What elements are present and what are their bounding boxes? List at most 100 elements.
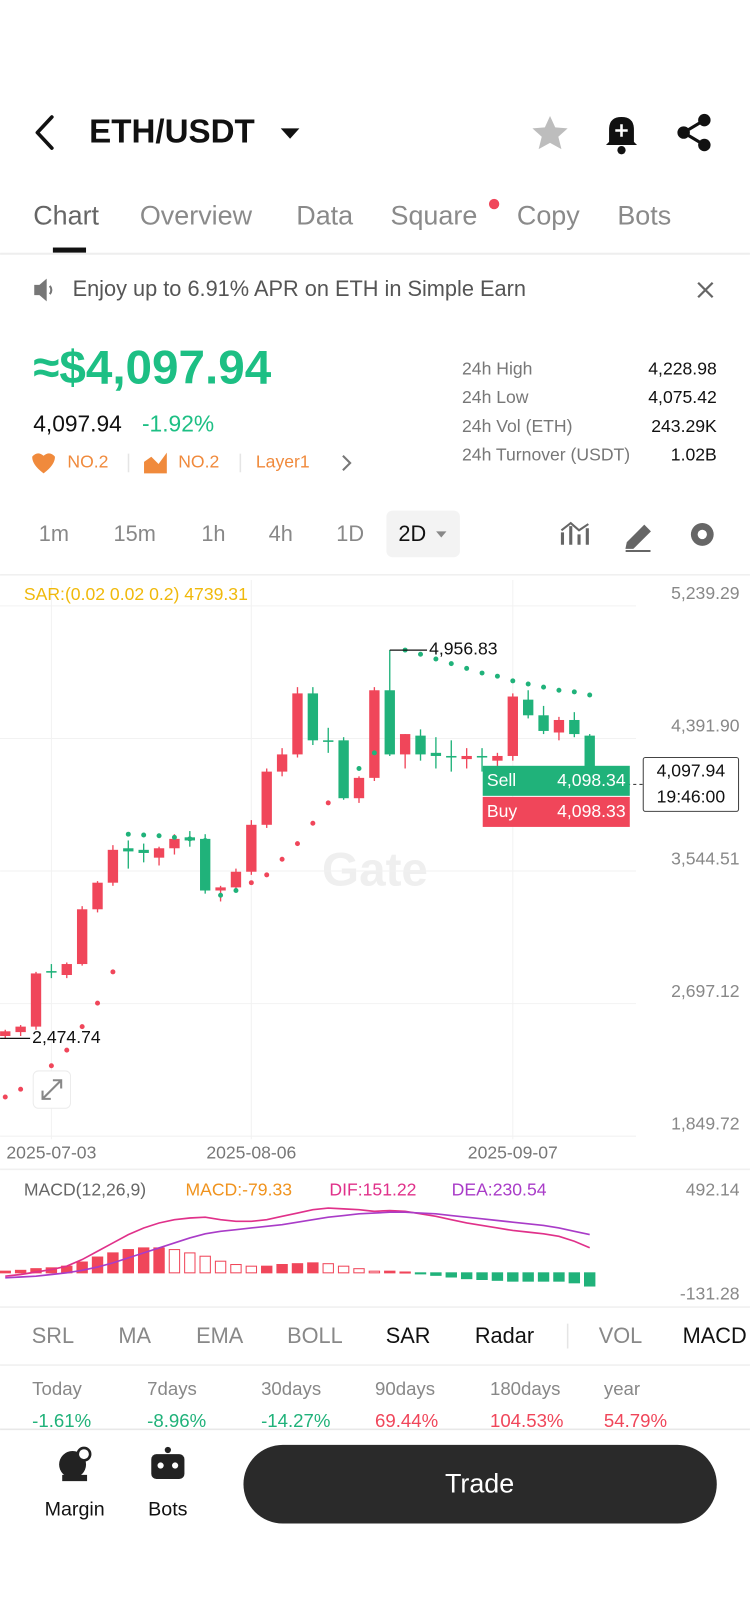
macd-bar bbox=[199, 1255, 211, 1274]
sar-dot bbox=[187, 836, 193, 842]
pair-dropdown[interactable] bbox=[280, 128, 300, 139]
candle-body bbox=[507, 696, 518, 756]
candle-body bbox=[292, 693, 303, 755]
badge[interactable]: Layer1 bbox=[256, 452, 310, 472]
sar-dot bbox=[525, 681, 531, 687]
macd-bar bbox=[276, 1264, 288, 1274]
sell-box[interactable] bbox=[482, 765, 630, 796]
candle-body bbox=[492, 755, 503, 761]
performance-label: 180days bbox=[490, 1378, 560, 1399]
notification-dot bbox=[488, 198, 500, 210]
x-tick-label: 2025-09-07 bbox=[468, 1142, 558, 1162]
timeframe[interactable]: 4h bbox=[269, 521, 293, 546]
candle-body bbox=[523, 699, 534, 716]
macd-chart: MACD(12,26,9) MACD:-79.33 DIF:151.22 DEA:23… bbox=[0, 1180, 740, 1303]
sar-dot bbox=[110, 969, 116, 975]
indicator-tab[interactable]: VOL bbox=[599, 1323, 643, 1348]
indicator-tab[interactable]: Radar bbox=[475, 1323, 534, 1348]
buy-box[interactable] bbox=[482, 796, 630, 827]
current-price-box bbox=[642, 757, 740, 812]
y-tick-label: 2,697.12 bbox=[671, 981, 740, 1001]
timeframe[interactable]: 2D bbox=[398, 521, 426, 546]
alert-bell[interactable] bbox=[605, 117, 638, 155]
candle-body bbox=[353, 777, 365, 799]
sar-dot bbox=[341, 784, 347, 790]
indicator-tab[interactable]: BOLL bbox=[287, 1323, 343, 1348]
chart-settings[interactable] bbox=[690, 523, 714, 546]
badge-more[interactable] bbox=[342, 454, 352, 471]
candle-body bbox=[430, 752, 442, 756]
macd-bar bbox=[476, 1272, 488, 1280]
sar-dot bbox=[541, 684, 547, 690]
margin-icon-pin bbox=[76, 1446, 92, 1462]
sar-dot bbox=[587, 692, 593, 698]
tab[interactable]: Copy bbox=[517, 201, 580, 231]
x-tick-label: 2025-07-03 bbox=[6, 1142, 96, 1162]
price-change: -1.92% bbox=[142, 411, 214, 437]
margin-button[interactable]: Margin bbox=[45, 1446, 105, 1520]
sell-price: 4,098.34 bbox=[557, 770, 626, 790]
draw-tool[interactable] bbox=[625, 524, 651, 553]
candle-body bbox=[323, 740, 334, 742]
macd-bar bbox=[537, 1272, 550, 1282]
sar-dot bbox=[264, 872, 270, 878]
back-button[interactable] bbox=[35, 115, 54, 150]
expand-button[interactable] bbox=[32, 1070, 72, 1109]
macd-bar bbox=[184, 1252, 196, 1274]
countdown-label: 19:46:00 bbox=[657, 787, 726, 807]
stat-label: 24h Low bbox=[462, 387, 529, 407]
indicator-tab[interactable]: MA bbox=[118, 1323, 151, 1348]
performance-label: 90days bbox=[375, 1378, 435, 1399]
sar-dot bbox=[494, 673, 500, 679]
pair-title[interactable]: ETH/USDT bbox=[89, 113, 255, 150]
tab[interactable]: Bots bbox=[617, 201, 671, 231]
bell-clapper bbox=[617, 146, 626, 155]
stat-label: 24h Vol (ETH) bbox=[462, 416, 573, 436]
timeframe-dropdown[interactable] bbox=[436, 531, 447, 538]
y-tick-label: 3,544.51 bbox=[671, 848, 740, 868]
macd-bar bbox=[353, 1268, 365, 1274]
indicator-tab[interactable]: SAR bbox=[386, 1323, 431, 1348]
macd-bar bbox=[0, 1270, 11, 1274]
performance-value: -14.27% bbox=[261, 1410, 330, 1431]
favorite-star[interactable] bbox=[532, 116, 568, 150]
performance-value: -8.96% bbox=[147, 1410, 206, 1431]
trade-button[interactable]: Trade bbox=[243, 1444, 717, 1524]
margin-label: Margin bbox=[45, 1498, 105, 1520]
candle-body bbox=[415, 735, 426, 755]
tab[interactable]: Square bbox=[391, 201, 478, 231]
candle-body bbox=[123, 848, 134, 852]
tab[interactable]: Chart bbox=[33, 201, 99, 231]
bots-label: Bots bbox=[148, 1498, 188, 1520]
indicator-tab[interactable]: EMA bbox=[196, 1323, 244, 1348]
y-tick-label: 1,849.72 bbox=[671, 1113, 740, 1133]
indicator-tab[interactable]: SRL bbox=[32, 1323, 74, 1348]
tab[interactable]: Data bbox=[296, 201, 353, 231]
indicator-tab[interactable]: MACD bbox=[683, 1323, 747, 1348]
candle-body bbox=[30, 973, 42, 1027]
promo-banner[interactable]: Enjoy up to 6.91% APR on ETH in Simple E… bbox=[73, 276, 526, 301]
share-button[interactable] bbox=[677, 113, 711, 152]
macd-value: MACD:-79.33 bbox=[185, 1180, 292, 1200]
candle-body bbox=[461, 755, 472, 760]
sar-dot bbox=[325, 800, 331, 806]
macd-bar bbox=[245, 1265, 258, 1274]
sar-dot bbox=[18, 1086, 24, 1092]
candle-body bbox=[553, 719, 565, 733]
trade-label: Trade bbox=[445, 1468, 514, 1498]
sar-label: SAR:(0.02 0.02 0.2) 4739.31 bbox=[24, 584, 248, 604]
indicator-icon[interactable] bbox=[560, 521, 589, 545]
candle-body bbox=[446, 755, 457, 758]
bots-button[interactable]: Bots bbox=[148, 1446, 188, 1520]
price-main: ≈$4,097.94 bbox=[33, 341, 272, 394]
timeframe[interactable]: 1D bbox=[336, 521, 364, 546]
sar-dot bbox=[171, 834, 177, 840]
tab[interactable]: Overview bbox=[140, 201, 253, 231]
close-banner[interactable] bbox=[697, 281, 714, 299]
timeframe[interactable]: 15m bbox=[114, 521, 156, 546]
share-links bbox=[680, 118, 706, 147]
timeframe[interactable]: 1h bbox=[201, 521, 225, 546]
timeframe[interactable]: 1m bbox=[39, 521, 69, 546]
x-tick-label: 2025-08-06 bbox=[206, 1142, 296, 1162]
